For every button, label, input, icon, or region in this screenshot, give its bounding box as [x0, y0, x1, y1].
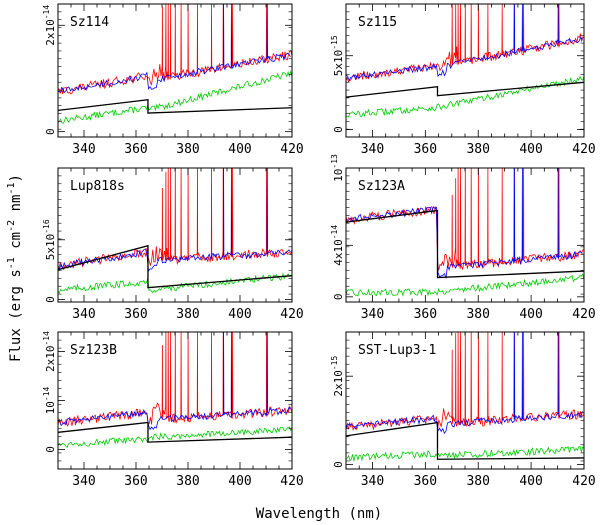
- x-tick-label: 420: [280, 142, 303, 157]
- panel-sz114: 340 360 380 400 420 0 2x10-14 Sz114: [42, 3, 304, 157]
- panel-title: Sz114: [70, 15, 109, 30]
- x-tick-label: 380: [176, 474, 199, 489]
- x-tick-label: 340: [361, 474, 384, 489]
- x-tick-label: 420: [572, 474, 595, 489]
- y-tick-label: 2x10-14: [42, 5, 57, 46]
- photosphere-series-line: [346, 446, 584, 462]
- x-tick-label: 400: [228, 474, 251, 489]
- slab-model-series-line: [58, 168, 291, 273]
- observed-series-line: [346, 4, 584, 83]
- x-tick-label: 360: [124, 307, 147, 322]
- y-tick-label: 2x10-15: [330, 356, 345, 397]
- x-tick-label: 400: [228, 307, 251, 322]
- photosphere-series-line: [58, 272, 292, 294]
- observed-series-line: [346, 168, 584, 271]
- panel-title: Sz123A: [358, 179, 405, 194]
- x-tick-label: 400: [519, 142, 542, 157]
- x-tick-label: 340: [361, 307, 384, 322]
- y-tick-label: 2x10-14: [42, 331, 57, 372]
- x-tick-label: 340: [72, 474, 95, 489]
- photosphere-series-line: [58, 70, 292, 124]
- panel-title: Sz115: [358, 15, 397, 30]
- photosphere-series-line: [346, 273, 584, 297]
- accretion-series-line: [346, 209, 584, 279]
- accretion-series-line: [346, 421, 584, 460]
- y-tick-label: 0: [44, 128, 57, 135]
- accretion-series-line: [58, 244, 292, 289]
- panel-title: SST-Lup3-1: [358, 343, 436, 358]
- y-tick-label: 0: [332, 461, 345, 468]
- accretion-series-line: [58, 99, 292, 114]
- x-tick-label: 400: [519, 474, 542, 489]
- x-axis-label: Wavelength (nm): [256, 506, 382, 522]
- photosphere-series-line: [346, 75, 584, 118]
- slab-model-series-line: [58, 332, 291, 431]
- x-tick-label: 420: [572, 142, 595, 157]
- y-tick-label: 10-13: [330, 154, 345, 182]
- panel-sz123a: 340 360 380 400 420 0 4x10-14 10-13 Sz123A: [330, 154, 596, 322]
- y-tick-label: 10-14: [42, 386, 57, 414]
- x-tick-label: 420: [572, 307, 595, 322]
- y-axis-label: Flux (erg s-1 cm-2 nm-1): [6, 174, 24, 362]
- photosphere-series-line: [58, 426, 292, 448]
- panel-lup818s: 340 360 380 400 420 0 5x10-16 Lup818s: [42, 167, 304, 322]
- x-tick-label: 360: [414, 142, 437, 157]
- slab-model-series-line: [346, 4, 583, 82]
- accretion-series-line: [346, 81, 584, 98]
- panel-title: Lup818s: [70, 179, 125, 194]
- x-tick-label: 340: [72, 307, 95, 322]
- x-tick-label: 380: [466, 474, 489, 489]
- x-tick-label: 420: [280, 307, 303, 322]
- x-tick-label: 340: [72, 142, 95, 157]
- x-tick-label: 380: [466, 142, 489, 157]
- slab-model-series-line: [346, 168, 583, 280]
- x-tick-label: 360: [124, 474, 147, 489]
- panel-sst-lup3-1: 340 360 380 400 420 0 2x10-15 SST-Lup3-1: [330, 331, 596, 489]
- y-tick-label: 5x10-15: [330, 35, 345, 76]
- x-tick-label: 380: [466, 307, 489, 322]
- x-tick-label: 420: [280, 474, 303, 489]
- y-tick-label: 0: [332, 126, 345, 133]
- x-tick-label: 380: [176, 307, 199, 322]
- x-tick-label: 400: [519, 307, 542, 322]
- slab-model-series-line: [58, 4, 291, 94]
- y-tick-label: 0: [332, 294, 345, 301]
- panel-sz115: 340 360 380 400 420 0 5x10-15 Sz115: [330, 3, 596, 157]
- x-tick-label: 360: [414, 307, 437, 322]
- accretion-series-line: [58, 421, 292, 443]
- x-tick-label: 360: [124, 142, 147, 157]
- y-tick-label: 0: [44, 446, 57, 453]
- x-tick-label: 360: [414, 474, 437, 489]
- slab-model-series-line: [346, 332, 583, 435]
- y-tick-label: 4x10-14: [330, 225, 345, 266]
- panel-title: Sz123B: [70, 343, 117, 358]
- y-tick-label: 0: [44, 296, 57, 303]
- panel-sz123b: 340 360 380 400 420 0 10-14 2x10-14 Sz123B: [42, 331, 304, 489]
- x-tick-label: 340: [361, 142, 384, 157]
- y-tick-label: 5x10-16: [42, 219, 57, 260]
- x-tick-label: 400: [228, 142, 251, 157]
- x-tick-label: 380: [176, 142, 199, 157]
